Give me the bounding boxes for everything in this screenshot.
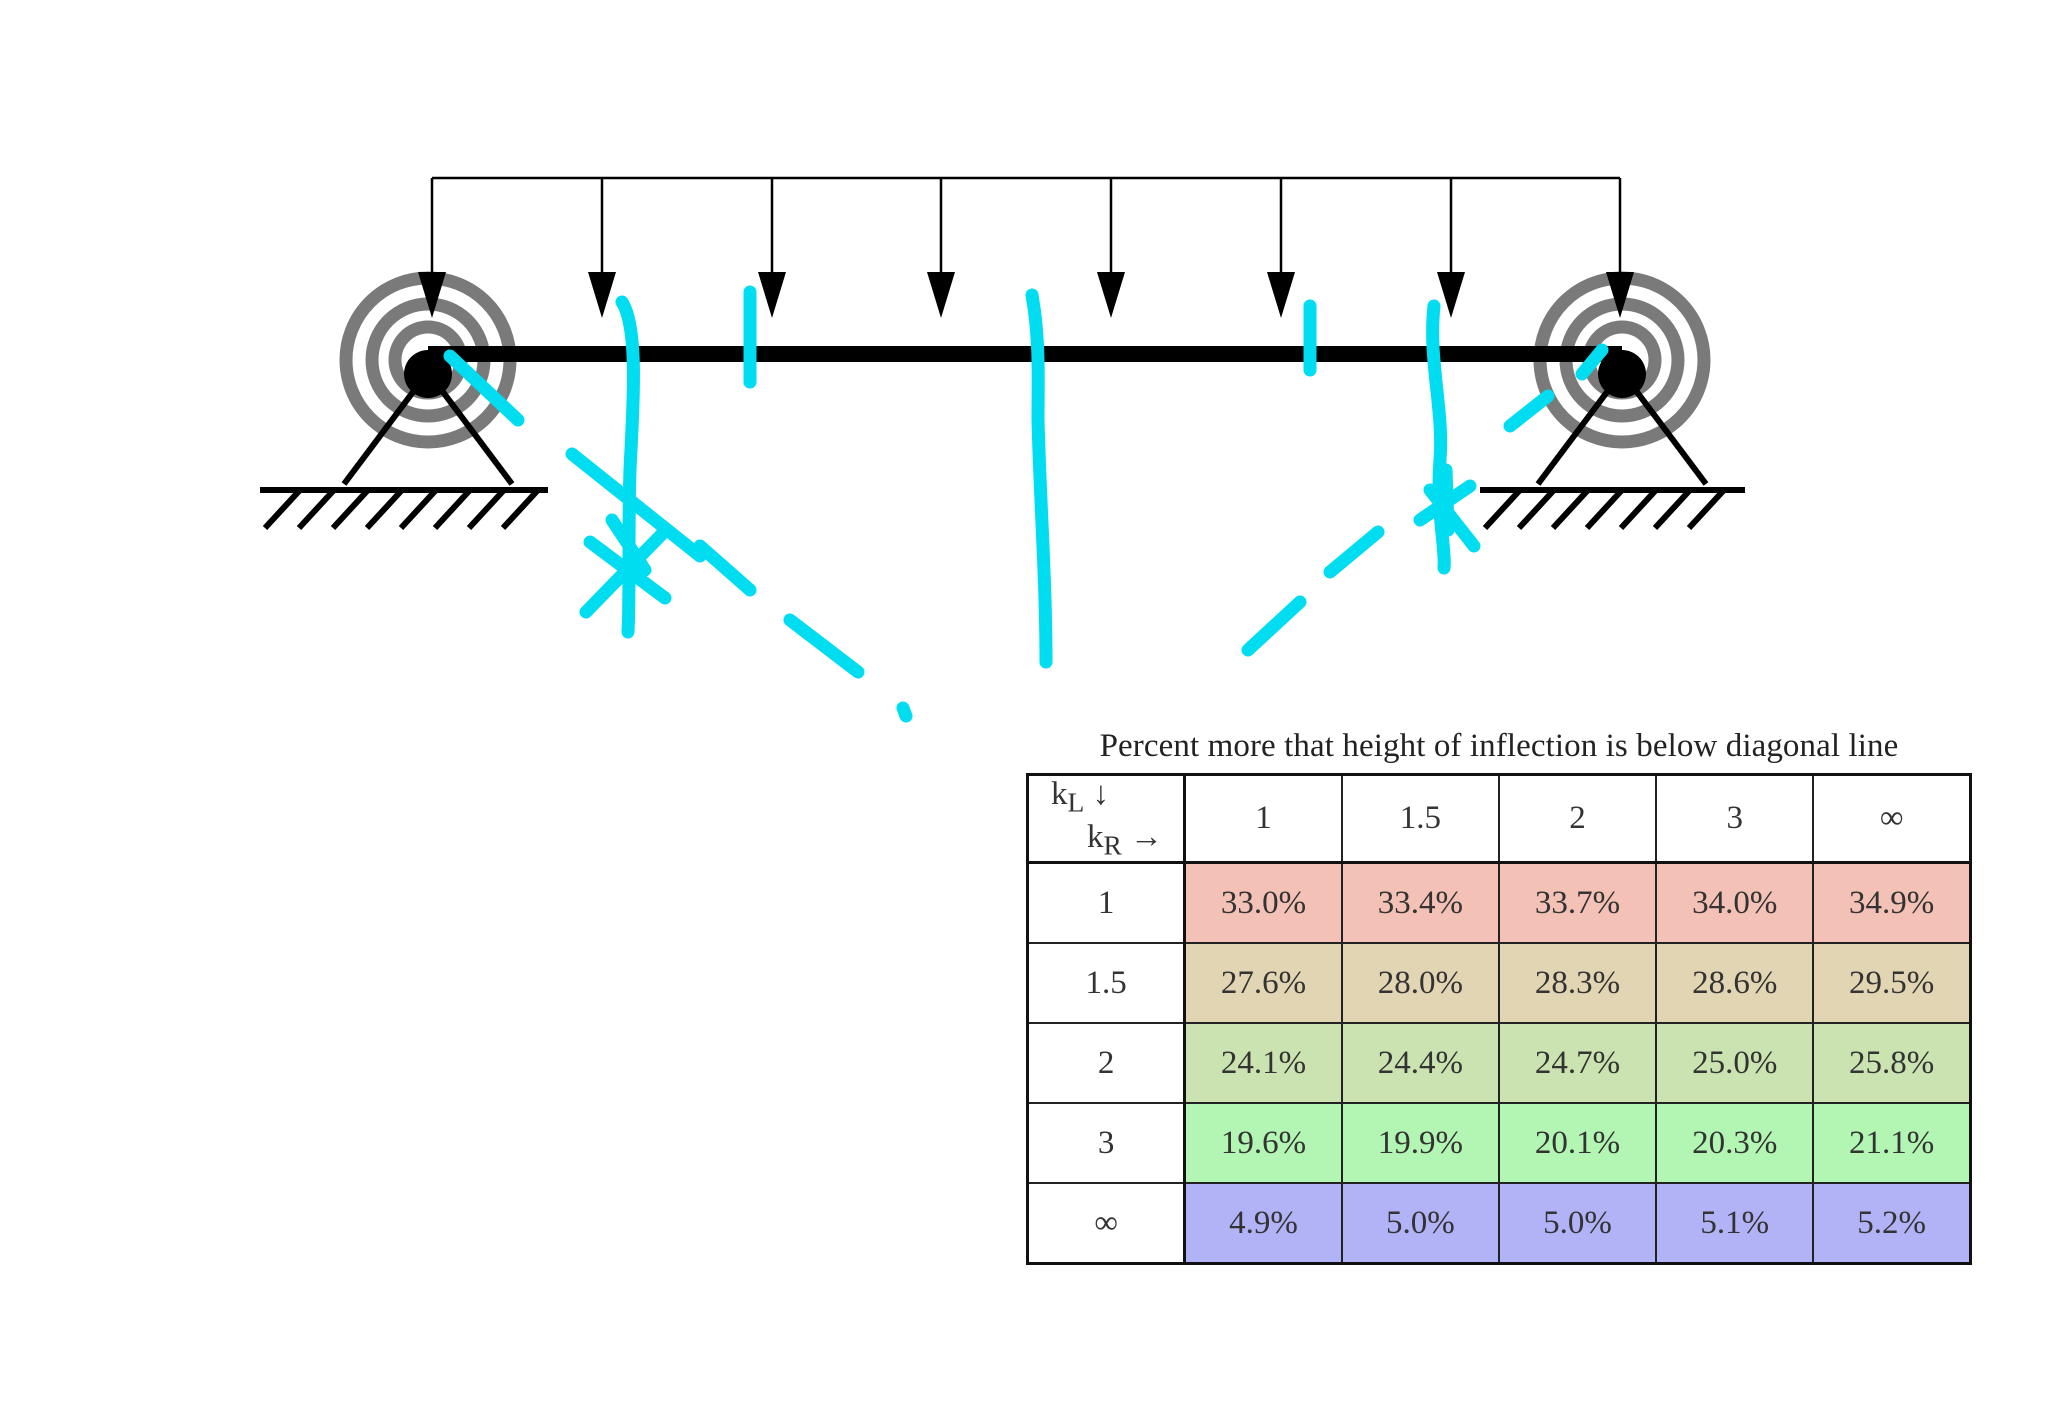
table-cell: 34.9% [1812,861,1972,945]
table-cell: 28.0% [1340,942,1500,1025]
table-cell: 28.3% [1497,942,1658,1025]
table-corner-label: kL ↓ kR → [1026,773,1187,865]
col-header: 1.5 [1340,773,1500,865]
distributed-load-icon [418,176,1634,318]
table-cell: 19.9% [1340,1102,1500,1185]
table-row: 1 33.0% 33.4% 33.7% 34.0% 34.9% [1026,861,1972,945]
table-cell: 33.7% [1497,861,1658,945]
table-row: 2 24.1% 24.4% 24.7% 25.0% 25.8% [1026,1022,1972,1105]
col-header: ∞ [1812,773,1972,865]
table-cell: 21.1% [1812,1102,1972,1185]
table-cell: 4.9% [1183,1182,1343,1265]
table-cell: 29.5% [1812,942,1972,1025]
left-pinned-support-icon [260,370,548,531]
col-header: 2 [1497,773,1658,865]
table-cell: 24.1% [1183,1022,1343,1105]
left-pin-joint [404,350,452,398]
table-cell: 20.3% [1655,1102,1815,1185]
table-cell: 27.6% [1183,942,1343,1025]
table-cell: 5.0% [1340,1182,1500,1265]
inflection-percent-table: kL ↓ kR → 1 1.5 2 3 ∞ 1 33.0% 33.4% 33.7… [1026,773,1972,1266]
row-header: ∞ [1026,1182,1187,1265]
table-row: 1.5 27.6% 28.0% 28.3% 28.6% 29.5% [1026,942,1972,1025]
table-cell: 28.6% [1655,942,1815,1025]
table-cell: 5.2% [1812,1182,1972,1265]
table-cell: 19.6% [1183,1102,1343,1185]
table-cell: 33.0% [1183,861,1343,945]
kl-label: kL ↓ [1051,776,1110,818]
table-cell: 5.1% [1655,1182,1815,1265]
table-title: Percent more that height of inflection i… [1099,728,1899,764]
col-header: 3 [1655,773,1815,865]
table-cell: 25.0% [1655,1022,1815,1105]
table-cell: 25.8% [1812,1022,1972,1105]
table-cell: 33.4% [1340,861,1500,945]
col-header: 1 [1183,773,1343,865]
table-row: ∞ 4.9% 5.0% 5.0% 5.1% 5.2% [1026,1182,1972,1265]
handdrawn-annotations [443,285,1609,723]
table-header-row: kL ↓ kR → 1 1.5 2 3 ∞ [1026,773,1972,865]
row-header: 3 [1026,1102,1187,1185]
table-row: 3 19.6% 19.9% 20.1% 20.3% 21.1% [1026,1102,1972,1185]
inflection-table-block: Percent more that height of inflection i… [1026,728,1972,1266]
table-cell: 24.7% [1497,1022,1658,1105]
table-cell: 5.0% [1497,1182,1658,1265]
row-header: 1.5 [1026,942,1187,1025]
right-pin-joint [1598,350,1646,398]
table-cell: 34.0% [1655,861,1815,945]
table-cell: 24.4% [1340,1022,1500,1105]
table-cell: 20.1% [1497,1102,1658,1185]
row-header: 2 [1026,1022,1187,1105]
kr-label: kR → [1087,818,1164,861]
row-header: 1 [1026,861,1187,945]
